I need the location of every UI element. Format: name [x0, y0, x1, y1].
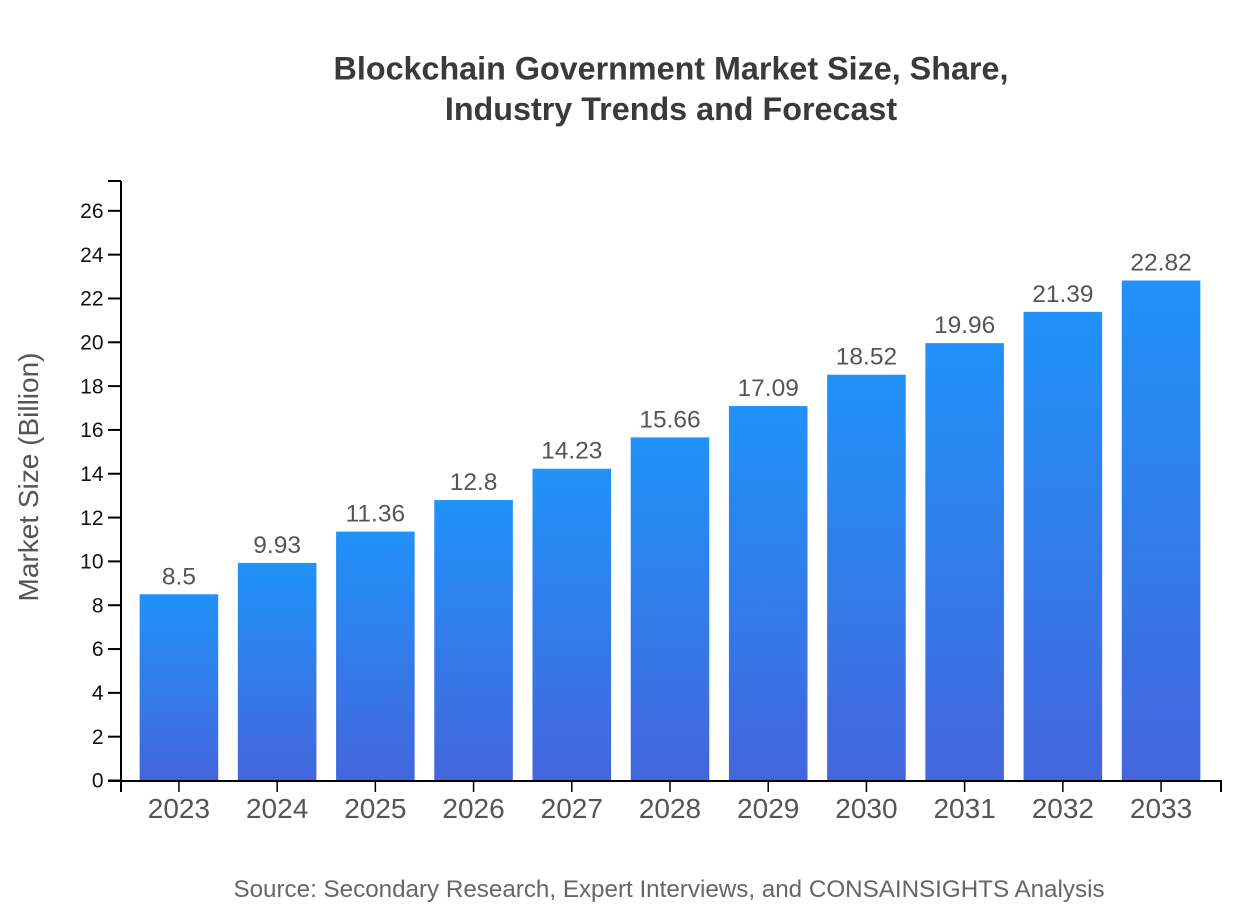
svg-text:17.09: 17.09 [738, 375, 799, 402]
svg-text:Source: Secondary Research, Ex: Source: Secondary Research, Expert Inter… [233, 876, 1104, 903]
svg-text:11.36: 11.36 [346, 501, 406, 528]
svg-text:12.8: 12.8 [450, 469, 498, 496]
svg-text:22: 22 [80, 288, 103, 311]
svg-text:21.39: 21.39 [1032, 281, 1093, 308]
svg-text:16: 16 [80, 419, 103, 442]
svg-text:14.23: 14.23 [541, 438, 602, 465]
svg-text:2025: 2025 [344, 793, 406, 824]
svg-text:19.96: 19.96 [934, 312, 995, 339]
svg-text:8.5: 8.5 [162, 563, 196, 590]
svg-text:12: 12 [80, 507, 103, 530]
svg-text:2023: 2023 [148, 793, 210, 824]
svg-text:2027: 2027 [541, 793, 603, 824]
svg-text:Market Size (Billion): Market Size (Billion) [13, 353, 44, 602]
svg-text:2028: 2028 [639, 793, 701, 824]
svg-text:8: 8 [92, 594, 104, 617]
svg-text:2029: 2029 [737, 793, 799, 824]
svg-text:Blockchain Government Market S: Blockchain Government Market Size, Share… [334, 51, 1009, 87]
svg-text:18.52: 18.52 [836, 344, 897, 371]
svg-text:15.66: 15.66 [639, 406, 700, 433]
svg-text:6: 6 [92, 638, 104, 661]
svg-text:2033: 2033 [1130, 793, 1192, 824]
svg-text:18: 18 [80, 375, 103, 398]
svg-text:9.93: 9.93 [253, 532, 301, 559]
svg-text:Industry Trends and Forecast: Industry Trends and Forecast [445, 91, 898, 127]
svg-text:24: 24 [80, 244, 104, 267]
svg-text:2030: 2030 [835, 793, 897, 824]
svg-text:26: 26 [80, 200, 103, 223]
svg-text:2031: 2031 [933, 793, 995, 824]
svg-text:2026: 2026 [442, 793, 504, 824]
svg-text:22.82: 22.82 [1130, 250, 1191, 277]
svg-text:2032: 2032 [1032, 793, 1094, 824]
svg-text:10: 10 [80, 551, 103, 574]
svg-text:2024: 2024 [246, 793, 308, 824]
svg-text:4: 4 [92, 682, 104, 705]
svg-text:14: 14 [80, 463, 104, 486]
svg-text:0: 0 [92, 770, 104, 793]
svg-text:2: 2 [92, 726, 104, 749]
svg-text:20: 20 [80, 331, 103, 354]
